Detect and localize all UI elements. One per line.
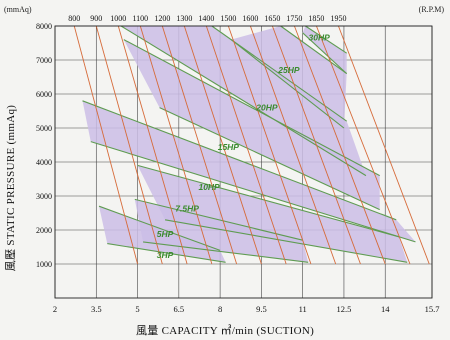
x-tick-label: 11 xyxy=(299,304,307,314)
rpm-line-1200 xyxy=(161,25,238,265)
x-tick-label: 15.7 xyxy=(425,304,440,314)
plot-frame xyxy=(54,25,433,299)
rpm-line-1950 xyxy=(338,25,430,265)
hp-curve-7.5hp xyxy=(137,164,400,238)
hp-curve-25hp xyxy=(280,25,348,75)
rpm-line-1000 xyxy=(117,25,188,265)
hp-curve-5hp xyxy=(142,241,309,263)
hp-curve-3hp xyxy=(107,243,226,263)
y-tick-label: 5000 xyxy=(36,124,52,133)
hp-label-3hp: 3HP xyxy=(157,250,174,260)
rpm-line-800 xyxy=(73,25,138,265)
hp-curve-15hp xyxy=(123,39,380,177)
y-axis-label: 風壓 STATIC PRESSURE (mmAq) xyxy=(5,104,17,272)
x-tick-label: 8 xyxy=(218,304,222,314)
rpm-label-1850: 1850 xyxy=(308,14,324,23)
rpm-label-1100: 1100 xyxy=(132,14,148,23)
x-tick-label: 12.5 xyxy=(337,304,352,314)
rpm-label-900: 900 xyxy=(90,14,102,23)
hp-band-7.5hp xyxy=(137,165,408,263)
hp-curve-10hp xyxy=(82,100,397,221)
y-tick-label: 8000 xyxy=(36,22,52,31)
hp-label-25hp: 25HP xyxy=(277,65,300,75)
hp-label-30hp: 30HP xyxy=(309,32,331,42)
hp-label-20hp: 20HP xyxy=(255,102,278,112)
hp-curve-3hp xyxy=(98,205,221,251)
x-tick-label: 9.5 xyxy=(256,304,267,314)
hp-curve-15hp xyxy=(159,107,380,211)
rpm-label-1750: 1750 xyxy=(286,14,302,23)
rpm-label-1300: 1300 xyxy=(176,14,192,23)
y-tick-label: 7000 xyxy=(36,56,52,65)
hp-label-10hp: 10HP xyxy=(198,182,220,192)
x-tick-label: 6.5 xyxy=(174,304,185,314)
rpm-unit-label: (R.P.M) xyxy=(418,5,444,14)
rpm-line-1100 xyxy=(139,25,213,265)
hp-curve-25hp xyxy=(230,39,345,129)
hp-band-10hp xyxy=(82,100,416,242)
rpm-line-900 xyxy=(95,25,163,265)
y-tick-label: 1000 xyxy=(36,260,52,269)
hp-curve-7.5hp xyxy=(164,219,408,263)
x-tick-label: 2 xyxy=(53,304,57,314)
rpm-label-1650: 1650 xyxy=(264,14,280,23)
hp-label-7.5hp: 7.5HP xyxy=(175,203,199,213)
x-axis-label: 風量 CAPACITY ㎥/min (SUCTION) xyxy=(135,325,315,337)
x-tick-label: 14 xyxy=(381,304,390,314)
y-tick-label: 3000 xyxy=(36,192,52,201)
rpm-label-1600: 1600 xyxy=(242,14,258,23)
x-tick-label: 3.5 xyxy=(91,304,102,314)
hp-label-5hp: 5HP xyxy=(157,229,174,239)
rpm-line-1300 xyxy=(183,25,262,265)
hp-curve-30hp xyxy=(302,32,348,75)
rpm-label-1200: 1200 xyxy=(154,14,170,23)
hp-curve-20hp xyxy=(120,25,367,177)
hp-band-25hp xyxy=(231,26,347,128)
y-tick-label: 4000 xyxy=(36,158,52,167)
rpm-label-800: 800 xyxy=(68,14,80,23)
y-tick-label: 2000 xyxy=(36,226,52,235)
rpm-line-1400 xyxy=(205,25,287,265)
rpm-line-1600 xyxy=(249,25,337,265)
rpm-label-1950: 1950 xyxy=(330,14,346,23)
hp-curve-10hp xyxy=(90,141,416,243)
y-tick-label: 6000 xyxy=(36,90,52,99)
hp-label-15hp: 15HP xyxy=(218,142,240,152)
x-tick-label: 5 xyxy=(135,304,139,314)
hp-curve-5hp xyxy=(134,198,303,241)
hp-band-15hp xyxy=(123,39,380,210)
rpm-label-1000: 1000 xyxy=(110,14,126,23)
rpm-line-1850 xyxy=(316,25,411,265)
rpm-line-1650 xyxy=(271,25,361,265)
hp-curve-30hp xyxy=(305,25,347,54)
rpm-label-1400: 1400 xyxy=(198,14,214,23)
hp-band-30hp xyxy=(302,26,347,74)
rpm-label-1500: 1500 xyxy=(220,14,236,23)
rpm-line-1750 xyxy=(293,25,386,265)
rpm-line-1500 xyxy=(227,25,312,265)
y-unit-label: (mmAq) xyxy=(4,5,32,14)
